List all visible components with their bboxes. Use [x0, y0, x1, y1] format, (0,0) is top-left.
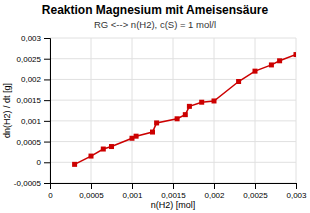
y-axis: -0,0005 0 0,0005 0,001 0,0015 0,002 0,0025 0,00… [14, 34, 51, 188]
tick: 0,0015 [17, 96, 50, 105]
point [150, 130, 155, 135]
grid-line-y [50, 79, 296, 80]
title: Reaktion Magnesium mit Ameisensäure [42, 3, 269, 17]
grid-line-y [50, 58, 296, 59]
tick: 0,002 [21, 75, 50, 84]
tick-label: 0,001 [122, 191, 143, 200]
grid-line-y [50, 100, 296, 101]
tick-mark [44, 162, 50, 163]
tick-mark [44, 183, 50, 184]
point [183, 112, 188, 117]
tick-mark [44, 38, 50, 39]
point [212, 98, 217, 103]
plot: 00,00050,0010,00150,0020,00250,003-0,000… [14, 34, 307, 200]
tick: 0,0015 [161, 183, 186, 200]
tick-label: 0,002 [204, 191, 225, 200]
tick-label: 0,0015 [17, 96, 42, 105]
point [89, 154, 94, 159]
y-axis-label: dn(H2) / dt [g] [2, 83, 12, 138]
tick: -0,0005 [14, 179, 50, 188]
tick-label: 0,001 [21, 117, 42, 126]
tick: 0,001 [21, 117, 50, 126]
point [72, 162, 77, 167]
grid-line-y [50, 141, 296, 142]
axis-domain [44, 39, 51, 184]
point [199, 100, 204, 105]
x-axis-label: n(H2) [mol] [151, 200, 196, 210]
tick: 0,002 [204, 183, 225, 200]
chart-svg: Reaktion Magnesium mit Ameisensäure RG <-… [0, 0, 310, 213]
tick: 0,0025 [17, 55, 50, 64]
grid-line-y [50, 120, 296, 121]
point [109, 144, 114, 149]
tick-mark [44, 121, 50, 122]
tick: 0,003 [21, 34, 50, 43]
x-axis: 0 0,0005 0,001 0,0015 0,002 0,0025 0,003 [48, 183, 307, 200]
point [294, 52, 297, 57]
tick: 0 [48, 183, 53, 200]
tick-label: 0 [48, 191, 53, 200]
tick-mark [173, 183, 174, 189]
tick-label: 0,003 [21, 34, 42, 43]
point [154, 120, 159, 125]
grid-line-y [50, 38, 296, 39]
tick: 0,0005 [17, 138, 50, 147]
tick: 0,003 [286, 183, 307, 200]
tick: 0,0025 [243, 183, 268, 200]
tick: 0,0005 [79, 183, 104, 200]
tick-mark [44, 79, 50, 80]
tick-label: 0,003 [286, 191, 307, 200]
tick-mark [132, 183, 133, 189]
tick-label: 0,0025 [17, 55, 42, 64]
grid [50, 38, 296, 183]
grid-line-x [173, 38, 174, 183]
tick-label: 0,002 [21, 75, 42, 84]
grid-line-x [296, 38, 297, 183]
point [277, 58, 282, 63]
marks [72, 52, 296, 167]
tick: 0,001 [122, 183, 143, 200]
tick-mark [44, 142, 50, 143]
tick-label: 0 [37, 158, 42, 167]
point [253, 69, 258, 74]
point [175, 116, 180, 121]
chart-container: Reaktion Magnesium mit Ameisensäure RG <-… [0, 0, 310, 213]
tick-label: -0,0005 [14, 179, 42, 188]
tick-mark [44, 59, 50, 60]
grid-line-x [91, 38, 92, 183]
tick-mark [296, 183, 297, 189]
tick-mark [91, 183, 92, 189]
tick-mark [44, 100, 50, 101]
tick-label: 0,0015 [161, 191, 186, 200]
tick-label: 0,0005 [17, 138, 42, 147]
point [269, 62, 274, 67]
tick: 0 [37, 158, 50, 167]
subtitle: RG <--> n(H2), c(S) = 1 mol/l [94, 19, 216, 30]
point [236, 79, 241, 84]
tick-label: 0,0005 [79, 191, 104, 200]
point [101, 147, 106, 152]
grid-line-x [132, 38, 133, 183]
line [75, 55, 296, 165]
tick-label: 0,0025 [243, 191, 268, 200]
grid-line-x [214, 38, 215, 183]
tick-mark [255, 183, 256, 189]
grid-line-y [50, 162, 296, 163]
axis-domain [51, 184, 297, 190]
grid-line-x [255, 38, 256, 183]
tick-mark [214, 183, 215, 189]
point [134, 134, 139, 139]
point [187, 104, 192, 109]
